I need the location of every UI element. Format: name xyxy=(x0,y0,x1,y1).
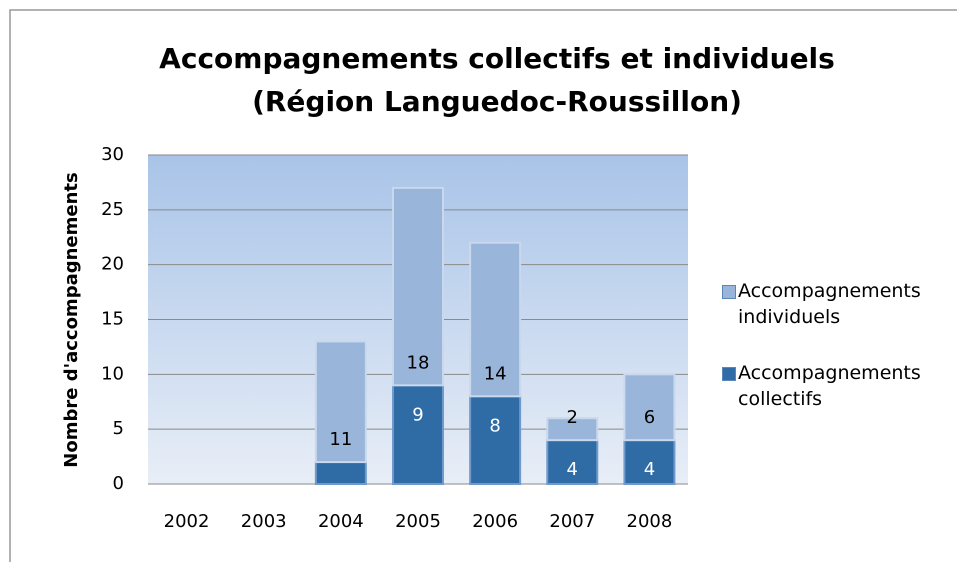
data-label: 4 xyxy=(644,459,655,480)
data-label: 2 xyxy=(567,407,578,428)
data-label: 8 xyxy=(489,415,500,436)
legend-label: Accompagnements collectifs xyxy=(738,362,921,410)
y-tick-label: 30 xyxy=(101,144,124,165)
data-label: 14 xyxy=(484,363,507,384)
y-tick-label: 25 xyxy=(101,199,124,220)
y-tick-label: 15 xyxy=(101,309,124,330)
data-label: 11 xyxy=(329,429,352,450)
bar-segment xyxy=(469,241,522,398)
bar-segment xyxy=(469,395,522,485)
bar-segment xyxy=(314,340,367,464)
bar-segment xyxy=(623,439,676,485)
legend-label: Accompagnements individuels xyxy=(738,280,921,328)
bar-segment xyxy=(546,417,599,442)
y-tick-label: 20 xyxy=(101,254,124,275)
x-tick-label: 2005 xyxy=(395,511,441,532)
x-tick-label: 2007 xyxy=(549,511,595,532)
frame xyxy=(9,9,957,562)
bar-segment xyxy=(392,186,444,387)
bar-segment xyxy=(546,439,599,485)
bar-segment xyxy=(623,373,676,442)
y-tick-label: 10 xyxy=(101,363,124,384)
x-tick-label: 2004 xyxy=(318,511,364,532)
chart-title: Accompagnements collectifs et individuel… xyxy=(159,42,835,75)
y-tick-label: 5 xyxy=(113,418,124,439)
y-axis-label: Nombre d'accompagnements xyxy=(61,172,82,467)
x-tick-label: 2006 xyxy=(472,511,518,532)
x-tick-label: 2002 xyxy=(164,511,210,532)
legend-swatch xyxy=(722,367,736,381)
data-label: 4 xyxy=(567,459,578,480)
bar-segment xyxy=(392,384,444,485)
bar-segment xyxy=(314,461,367,486)
data-label: 18 xyxy=(407,352,430,373)
x-tick-label: 2008 xyxy=(627,511,673,532)
legend-swatch xyxy=(722,285,736,299)
y-tick-label: 0 xyxy=(113,473,124,494)
x-tick-label: 2003 xyxy=(241,511,287,532)
data-label: 6 xyxy=(644,407,655,428)
data-label: 9 xyxy=(412,404,423,425)
chart-subtitle: (Région Languedoc-Roussillon) xyxy=(252,85,742,118)
